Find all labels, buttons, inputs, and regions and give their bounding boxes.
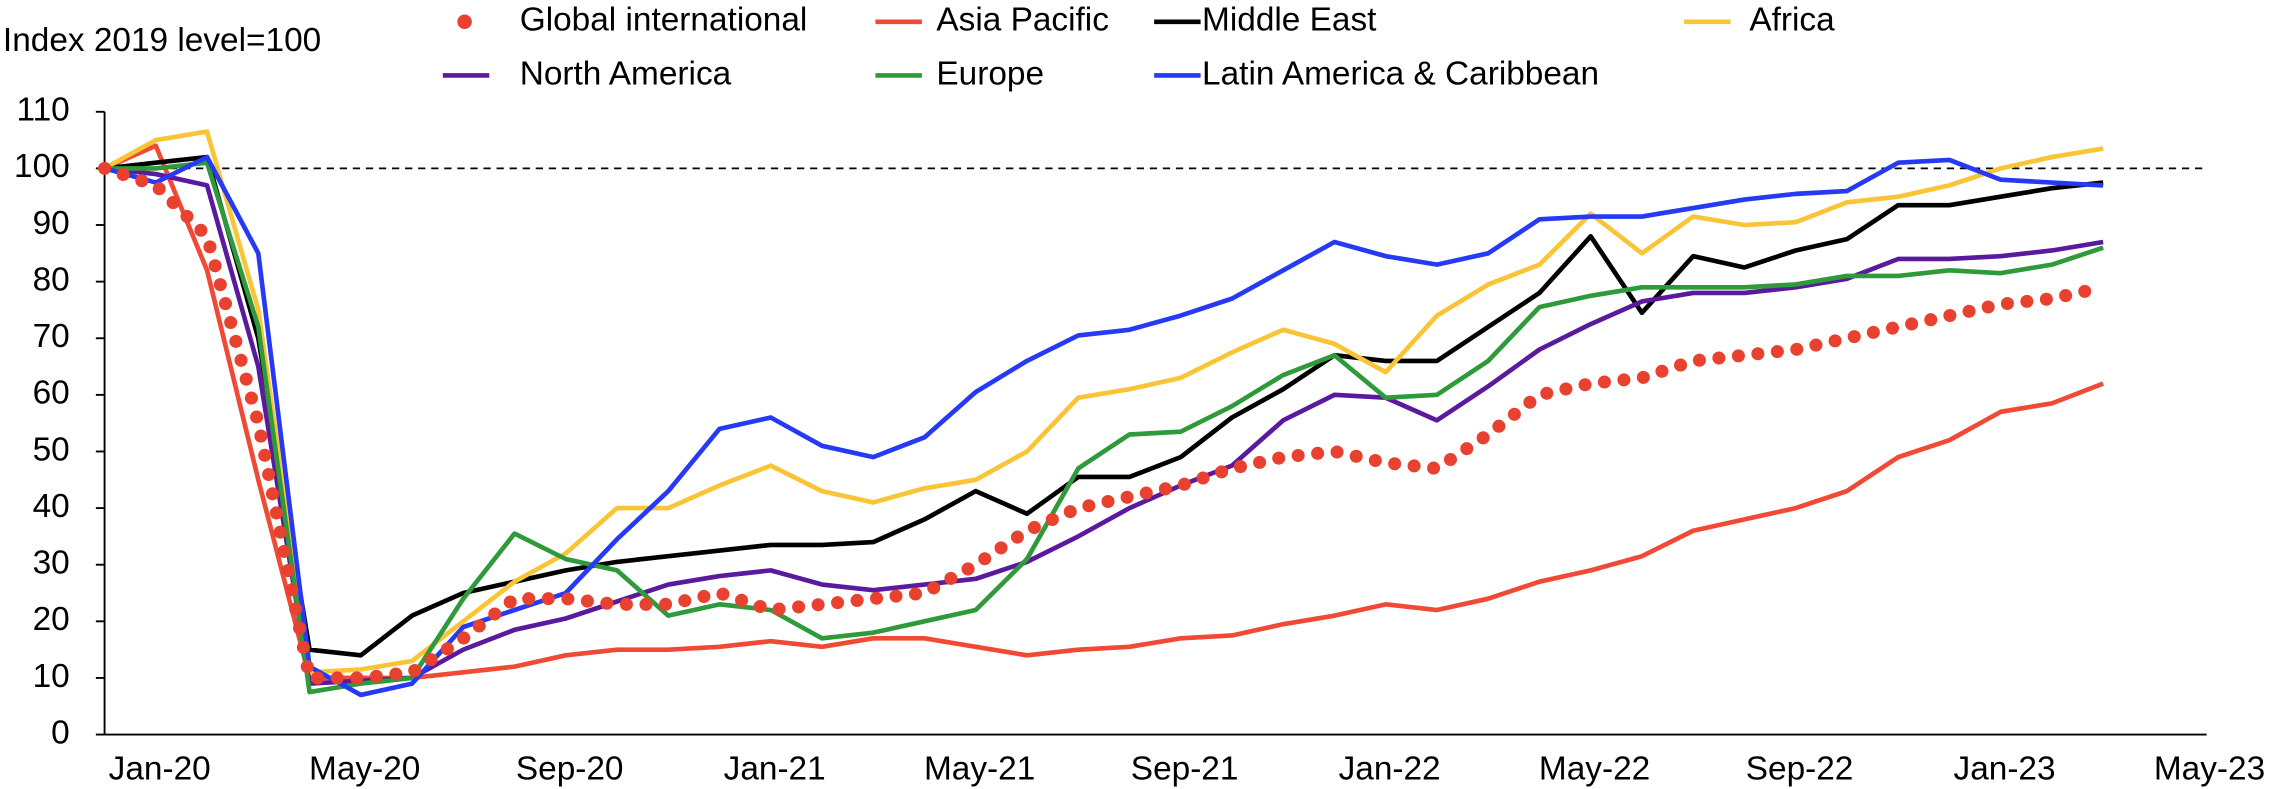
x-tick-label: Sep-20	[516, 751, 624, 788]
legend-label: North America	[520, 55, 732, 92]
series-line	[98, 161, 2110, 685]
y-tick-label: 80	[33, 261, 70, 298]
legend-label: Asia Pacific	[936, 2, 1108, 39]
series-line	[103, 129, 2104, 675]
series-line	[104, 154, 2104, 658]
x-tick-label: Jan-21	[724, 751, 826, 788]
legend-marker	[457, 14, 472, 30]
y-tick-label: 30	[33, 545, 70, 582]
x-tick-label: May-23	[2154, 751, 2265, 788]
legend-label: Global international	[520, 2, 808, 39]
x-tick-label: May-22	[1539, 751, 1650, 788]
y-tick-label: 110	[17, 92, 70, 129]
x-tick-label: Sep-22	[1746, 751, 1854, 788]
series-line	[103, 154, 2104, 698]
x-tick-label: Jan-22	[1339, 751, 1441, 788]
y-axis-label: Index 2019 level=100	[3, 22, 321, 59]
y-tick-label: 100	[14, 148, 70, 185]
x-tick-label: May-21	[924, 751, 1035, 788]
legend-label: Europe	[936, 55, 1044, 92]
y-tick-label: 10	[33, 658, 70, 695]
legend-label: Latin America & Caribbean	[1202, 55, 1599, 92]
legend-label: Africa	[1749, 2, 1835, 39]
series-line	[103, 143, 2104, 681]
x-tick-label: May-20	[309, 751, 420, 788]
y-tick-label: 60	[33, 375, 70, 412]
y-tick-label: 90	[33, 205, 70, 242]
y-tick-label: 0	[51, 714, 70, 751]
y-tick-label: 50	[33, 431, 70, 468]
series-line	[104, 166, 2104, 686]
y-tick-label: 70	[33, 318, 70, 355]
legend-label: Middle East	[1202, 2, 1377, 39]
x-tick-label: Jan-20	[109, 751, 211, 788]
y-tick-label: 20	[33, 601, 70, 638]
series-line	[104, 160, 2104, 695]
y-tick-label: 40	[33, 488, 70, 525]
x-tick-label: Sep-21	[1131, 751, 1239, 788]
x-tick-label: Jan-23	[1954, 751, 2056, 788]
